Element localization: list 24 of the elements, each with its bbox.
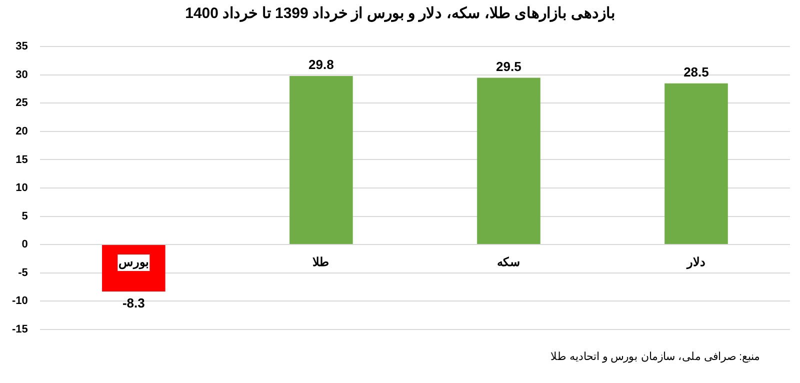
text: منبع: صرافی ملی، سازمان بورس و اتحادیه طلا: [550, 350, 760, 363]
data-label: -8.3: [122, 296, 145, 311]
y-tick-label: 20: [16, 125, 28, 138]
x-tick-label: طلا: [312, 255, 330, 270]
y-tick-label: 30: [16, 68, 28, 81]
y-tick-label: -15: [12, 323, 28, 336]
y-tick-label: 15: [16, 154, 28, 166]
chart-title: بازدهی بازارهای طلا، سکه، دلار و بورس از خرداد 1399 تا خرداد 1400: [184, 4, 616, 22]
y-tick-label: 35: [16, 40, 28, 53]
bar: [664, 83, 728, 244]
y-tick-label: 5: [22, 210, 28, 222]
data-label: 29.8: [308, 57, 334, 72]
data-label: 29.5: [496, 58, 522, 74]
y-tick-label: -10: [12, 295, 28, 308]
data-label: 28.5: [684, 64, 709, 80]
x-tick-label: سکه: [497, 255, 520, 270]
y-tick-label: 10: [16, 182, 28, 194]
y-tick-label: -5: [18, 266, 28, 279]
y-tick-label: 0: [22, 238, 28, 251]
x-tick-label: دلار: [686, 255, 706, 270]
x-tick-label: بورس: [118, 255, 149, 270]
y-tick-label: 25: [16, 97, 28, 110]
bar: [477, 78, 540, 244]
bar: [290, 76, 353, 244]
